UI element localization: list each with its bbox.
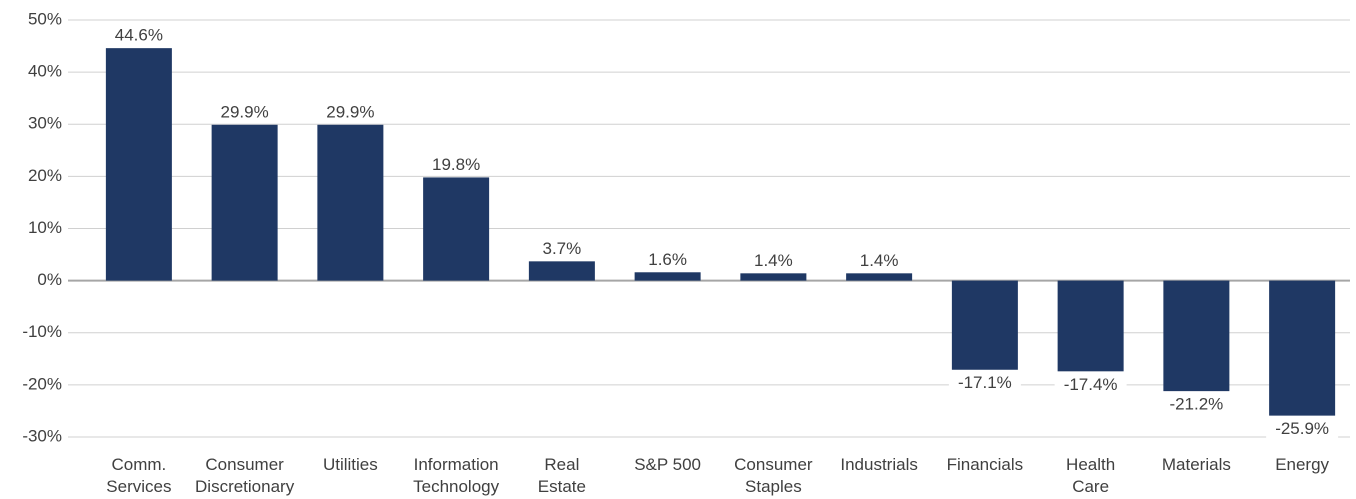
value-label: 29.9% — [326, 102, 374, 121]
x-tick-label: Real Estate — [537, 455, 586, 496]
x-tick-label: Consumer Staples — [734, 455, 813, 496]
bar — [105, 48, 172, 281]
value-label: -21.2% — [1169, 395, 1223, 414]
bar — [317, 124, 384, 281]
x-tick-label: Industrials — [840, 455, 918, 474]
bar — [423, 177, 490, 281]
y-tick-label: 0% — [37, 270, 62, 289]
bar — [528, 261, 595, 281]
y-tick-label: 50% — [28, 9, 62, 28]
y-tick-label: 10% — [28, 218, 62, 237]
bar — [634, 272, 701, 281]
value-label: 1.6% — [648, 250, 687, 269]
value-label: -25.9% — [1275, 419, 1329, 438]
value-label: 1.4% — [860, 251, 899, 270]
value-label-bg — [1054, 375, 1127, 396]
bar — [846, 273, 913, 281]
bar — [1163, 280, 1230, 392]
x-tick-label: S&P 500 — [634, 455, 702, 474]
x-tick-label: Utilities — [322, 455, 378, 474]
x-tick-label: Consumer Discretionary — [195, 455, 295, 496]
y-tick-label: 20% — [28, 166, 62, 185]
x-tick-label: Comm. Services — [106, 455, 172, 496]
value-label-bg — [948, 373, 1021, 394]
x-tick-label: Health Care — [1066, 455, 1116, 496]
bar — [740, 273, 807, 281]
bar — [211, 124, 278, 281]
value-label: 3.7% — [543, 239, 582, 258]
y-tick-label: -20% — [22, 374, 62, 393]
value-label-bg — [1266, 419, 1339, 440]
value-label: -17.4% — [1064, 375, 1118, 394]
value-label: 44.6% — [115, 26, 163, 45]
value-label: 29.9% — [221, 102, 269, 121]
bar — [951, 280, 1018, 370]
x-tick-label: Information Technology — [413, 455, 500, 496]
y-tick-label: 40% — [28, 62, 62, 81]
x-tick-label: Materials — [1161, 455, 1231, 474]
x-tick-label: Energy — [1275, 455, 1330, 474]
bar — [1269, 280, 1336, 416]
value-label: 19.8% — [432, 155, 480, 174]
y-tick-label: -10% — [22, 322, 62, 341]
value-label: -17.1% — [958, 373, 1012, 392]
value-label: 1.4% — [754, 251, 793, 270]
y-tick-label: 30% — [28, 114, 62, 133]
x-tick-label: Financials — [946, 455, 1024, 474]
bar — [1057, 280, 1124, 372]
y-tick-label: -30% — [22, 426, 62, 445]
value-label-bg — [1160, 395, 1233, 416]
